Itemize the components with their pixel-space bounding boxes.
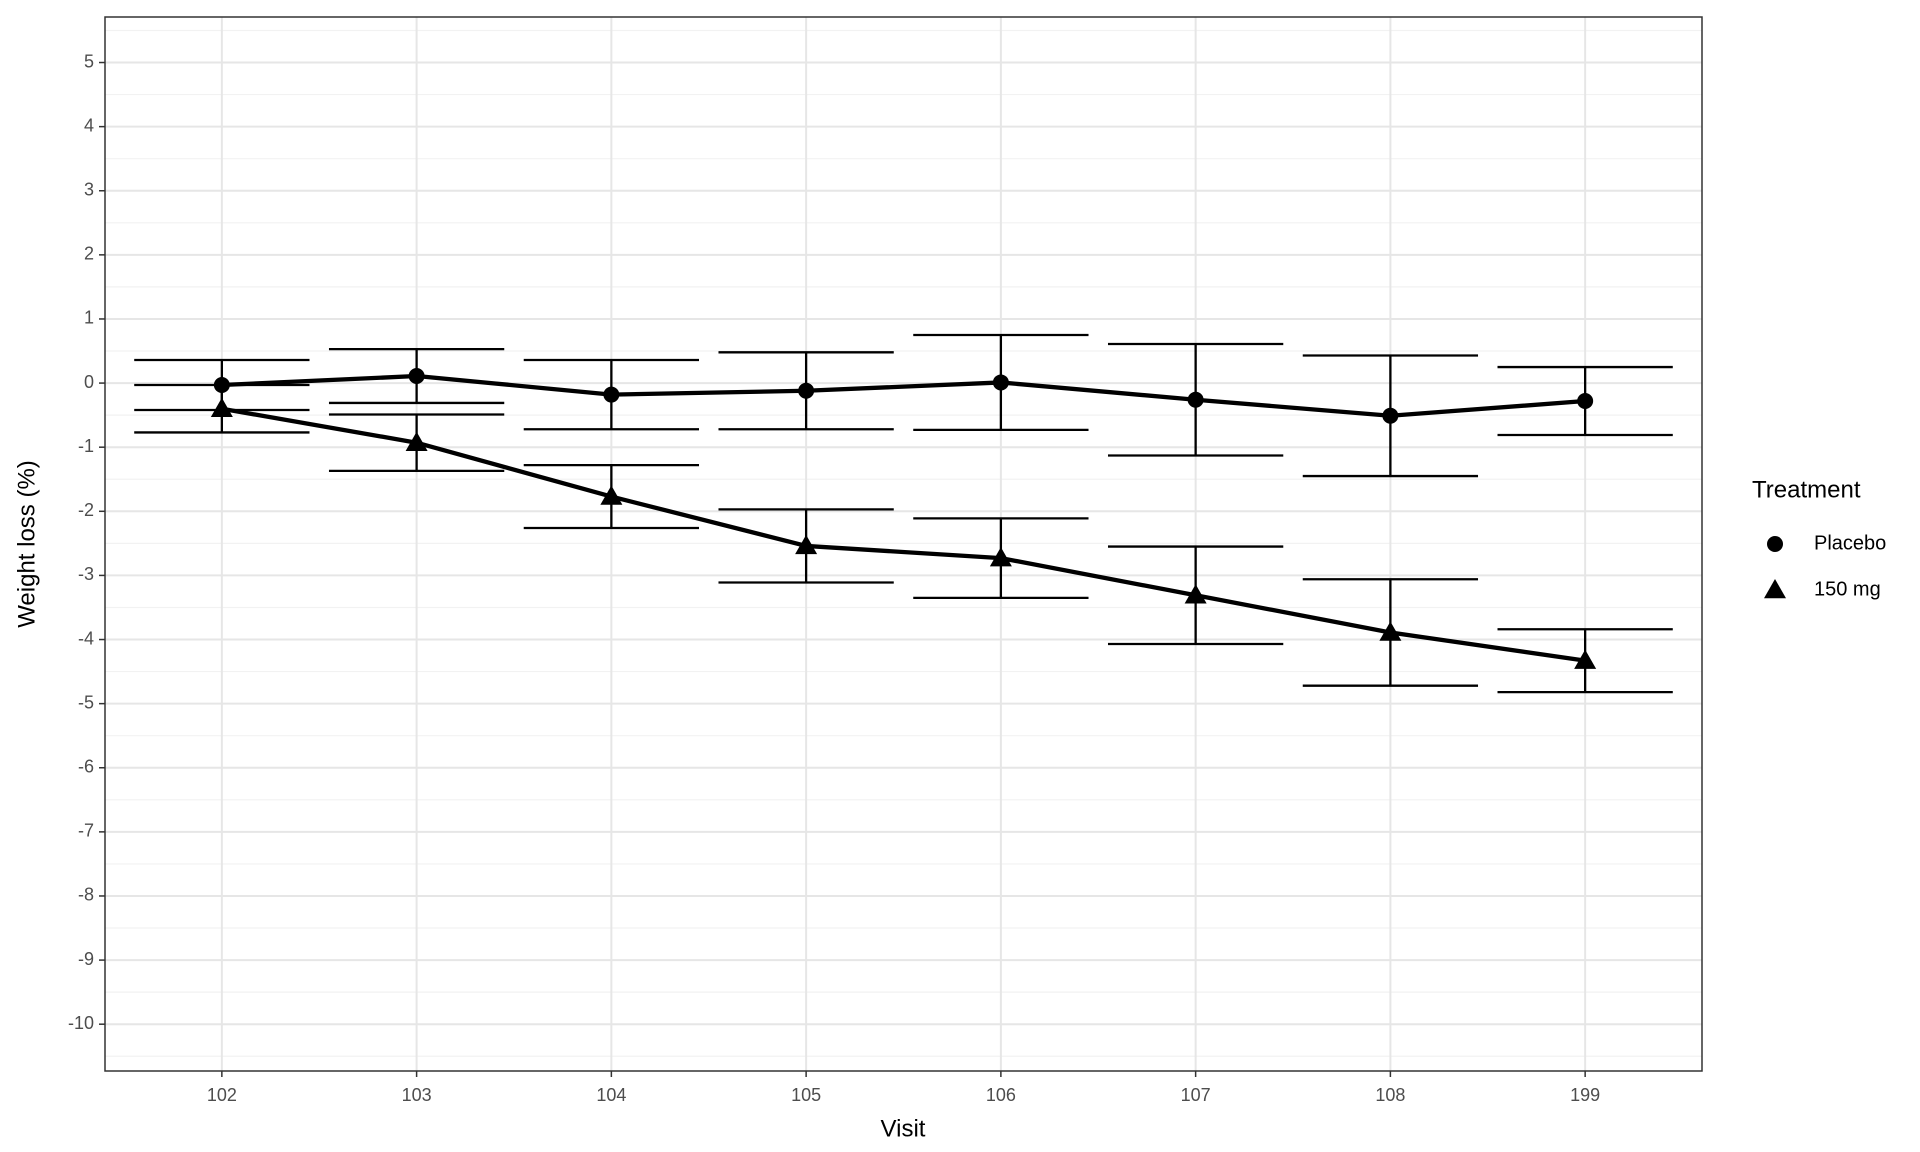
y-tick-label: 5 [84,51,94,71]
y-tick-label: -4 [78,628,94,648]
legend-title: Treatment [1752,476,1861,503]
point [408,368,425,385]
point [1187,391,1204,408]
x-tick-label: 103 [402,1085,432,1105]
legend-label: Placebo [1814,532,1886,554]
point [405,431,428,451]
legend-key [1764,579,1786,599]
point [1184,584,1207,604]
x-tick-label: 105 [791,1085,821,1105]
series-line [221,373,1586,418]
point [992,374,1009,391]
x-tick-label: 106 [986,1085,1016,1105]
x-tick-label: 104 [596,1085,626,1105]
point [1382,407,1399,424]
y-tick-label: 1 [84,308,94,328]
y-tick-label: -5 [78,692,94,712]
point [213,377,230,394]
legend-key [1767,536,1783,552]
y-axis-title: Weight loss (%) [13,460,40,628]
point [600,485,623,505]
point [210,397,233,417]
x-axis-title: Visit [881,1115,926,1142]
point [989,547,1012,567]
point [795,534,818,555]
y-tick-label: -1 [78,436,94,456]
y-tick-label: 3 [84,179,94,199]
y-tick-label: -6 [78,757,94,777]
y-tick-label: 4 [84,115,94,135]
x-tick-label: 102 [207,1085,237,1105]
point [798,382,815,399]
y-tick-label: -10 [68,1013,94,1033]
y-tick-label: -8 [78,885,94,905]
x-tick-label: 107 [1181,1085,1211,1105]
point [603,386,620,403]
point [1577,393,1594,410]
y-tick-label: -9 [78,949,94,969]
x-tick-label: 199 [1570,1085,1600,1105]
y-tick-label: 0 [84,372,94,392]
x-tick-label: 108 [1375,1085,1405,1105]
y-tick-label: -2 [78,500,94,520]
panel-border [104,16,1703,1072]
series-line [221,406,1586,663]
y-tick-label: -3 [78,564,94,584]
y-tick-label: 2 [84,244,94,264]
panel [105,17,1702,1071]
point [1379,621,1402,641]
legend-label: 150 mg [1814,578,1881,600]
y-tick-label: -7 [78,821,94,841]
point [1574,649,1597,669]
